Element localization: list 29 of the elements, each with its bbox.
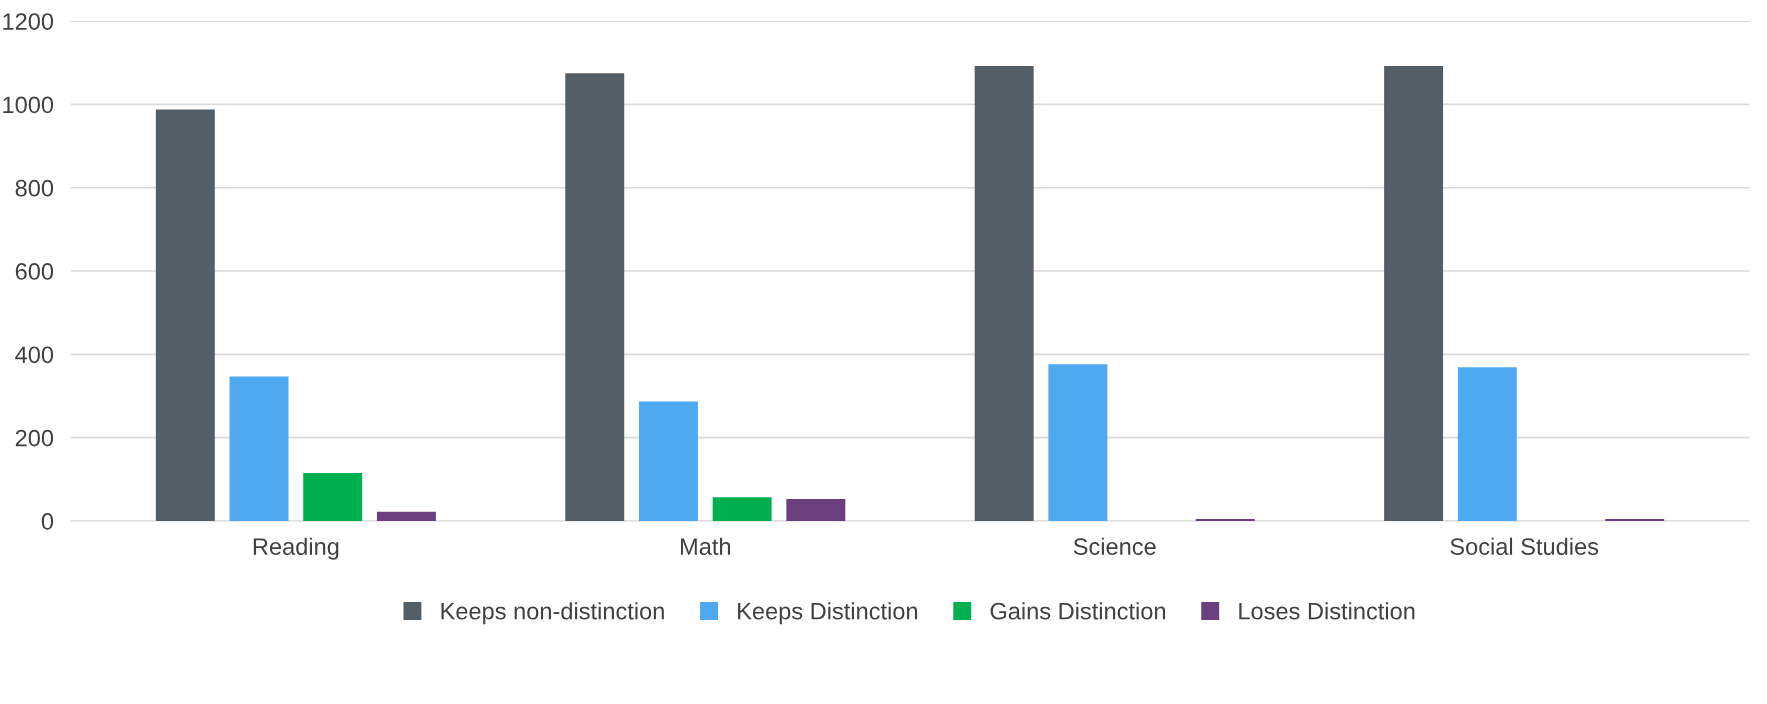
legend-label: Keeps non-distinction bbox=[441, 602, 664, 625]
x-tick-label: Social Studies bbox=[1450, 537, 1599, 555]
legend-label: Gains Distinction bbox=[990, 602, 1166, 620]
legend-label: Loses Distinction bbox=[1239, 602, 1415, 620]
x-tick-label: Reading bbox=[253, 537, 339, 560]
y-tick-label: 400 bbox=[15, 346, 54, 364]
bar bbox=[712, 497, 772, 521]
y-tick-label: 800 bbox=[15, 179, 54, 197]
bar bbox=[974, 66, 1034, 521]
legend-label: Keeps Distinction bbox=[738, 602, 918, 625]
bar bbox=[155, 109, 215, 521]
x-tick-label: Math bbox=[680, 537, 731, 555]
x-tick-label: Science bbox=[1073, 537, 1156, 555]
bar bbox=[1195, 518, 1255, 521]
bar bbox=[1048, 364, 1108, 521]
bar bbox=[1605, 518, 1665, 521]
y-tick-label: 600 bbox=[15, 263, 54, 280]
bar bbox=[565, 73, 625, 521]
bar bbox=[638, 401, 698, 521]
y-tick-label: 0 bbox=[41, 513, 54, 530]
bar bbox=[229, 376, 289, 521]
y-tick-label: 1000 bbox=[3, 96, 54, 114]
y-tick-label: 200 bbox=[15, 429, 54, 447]
bar bbox=[303, 473, 363, 521]
y-tick-label: 1200 bbox=[3, 13, 54, 30]
bar bbox=[1457, 367, 1517, 521]
bar bbox=[786, 498, 846, 521]
bar bbox=[376, 511, 436, 521]
bar bbox=[1384, 66, 1444, 521]
